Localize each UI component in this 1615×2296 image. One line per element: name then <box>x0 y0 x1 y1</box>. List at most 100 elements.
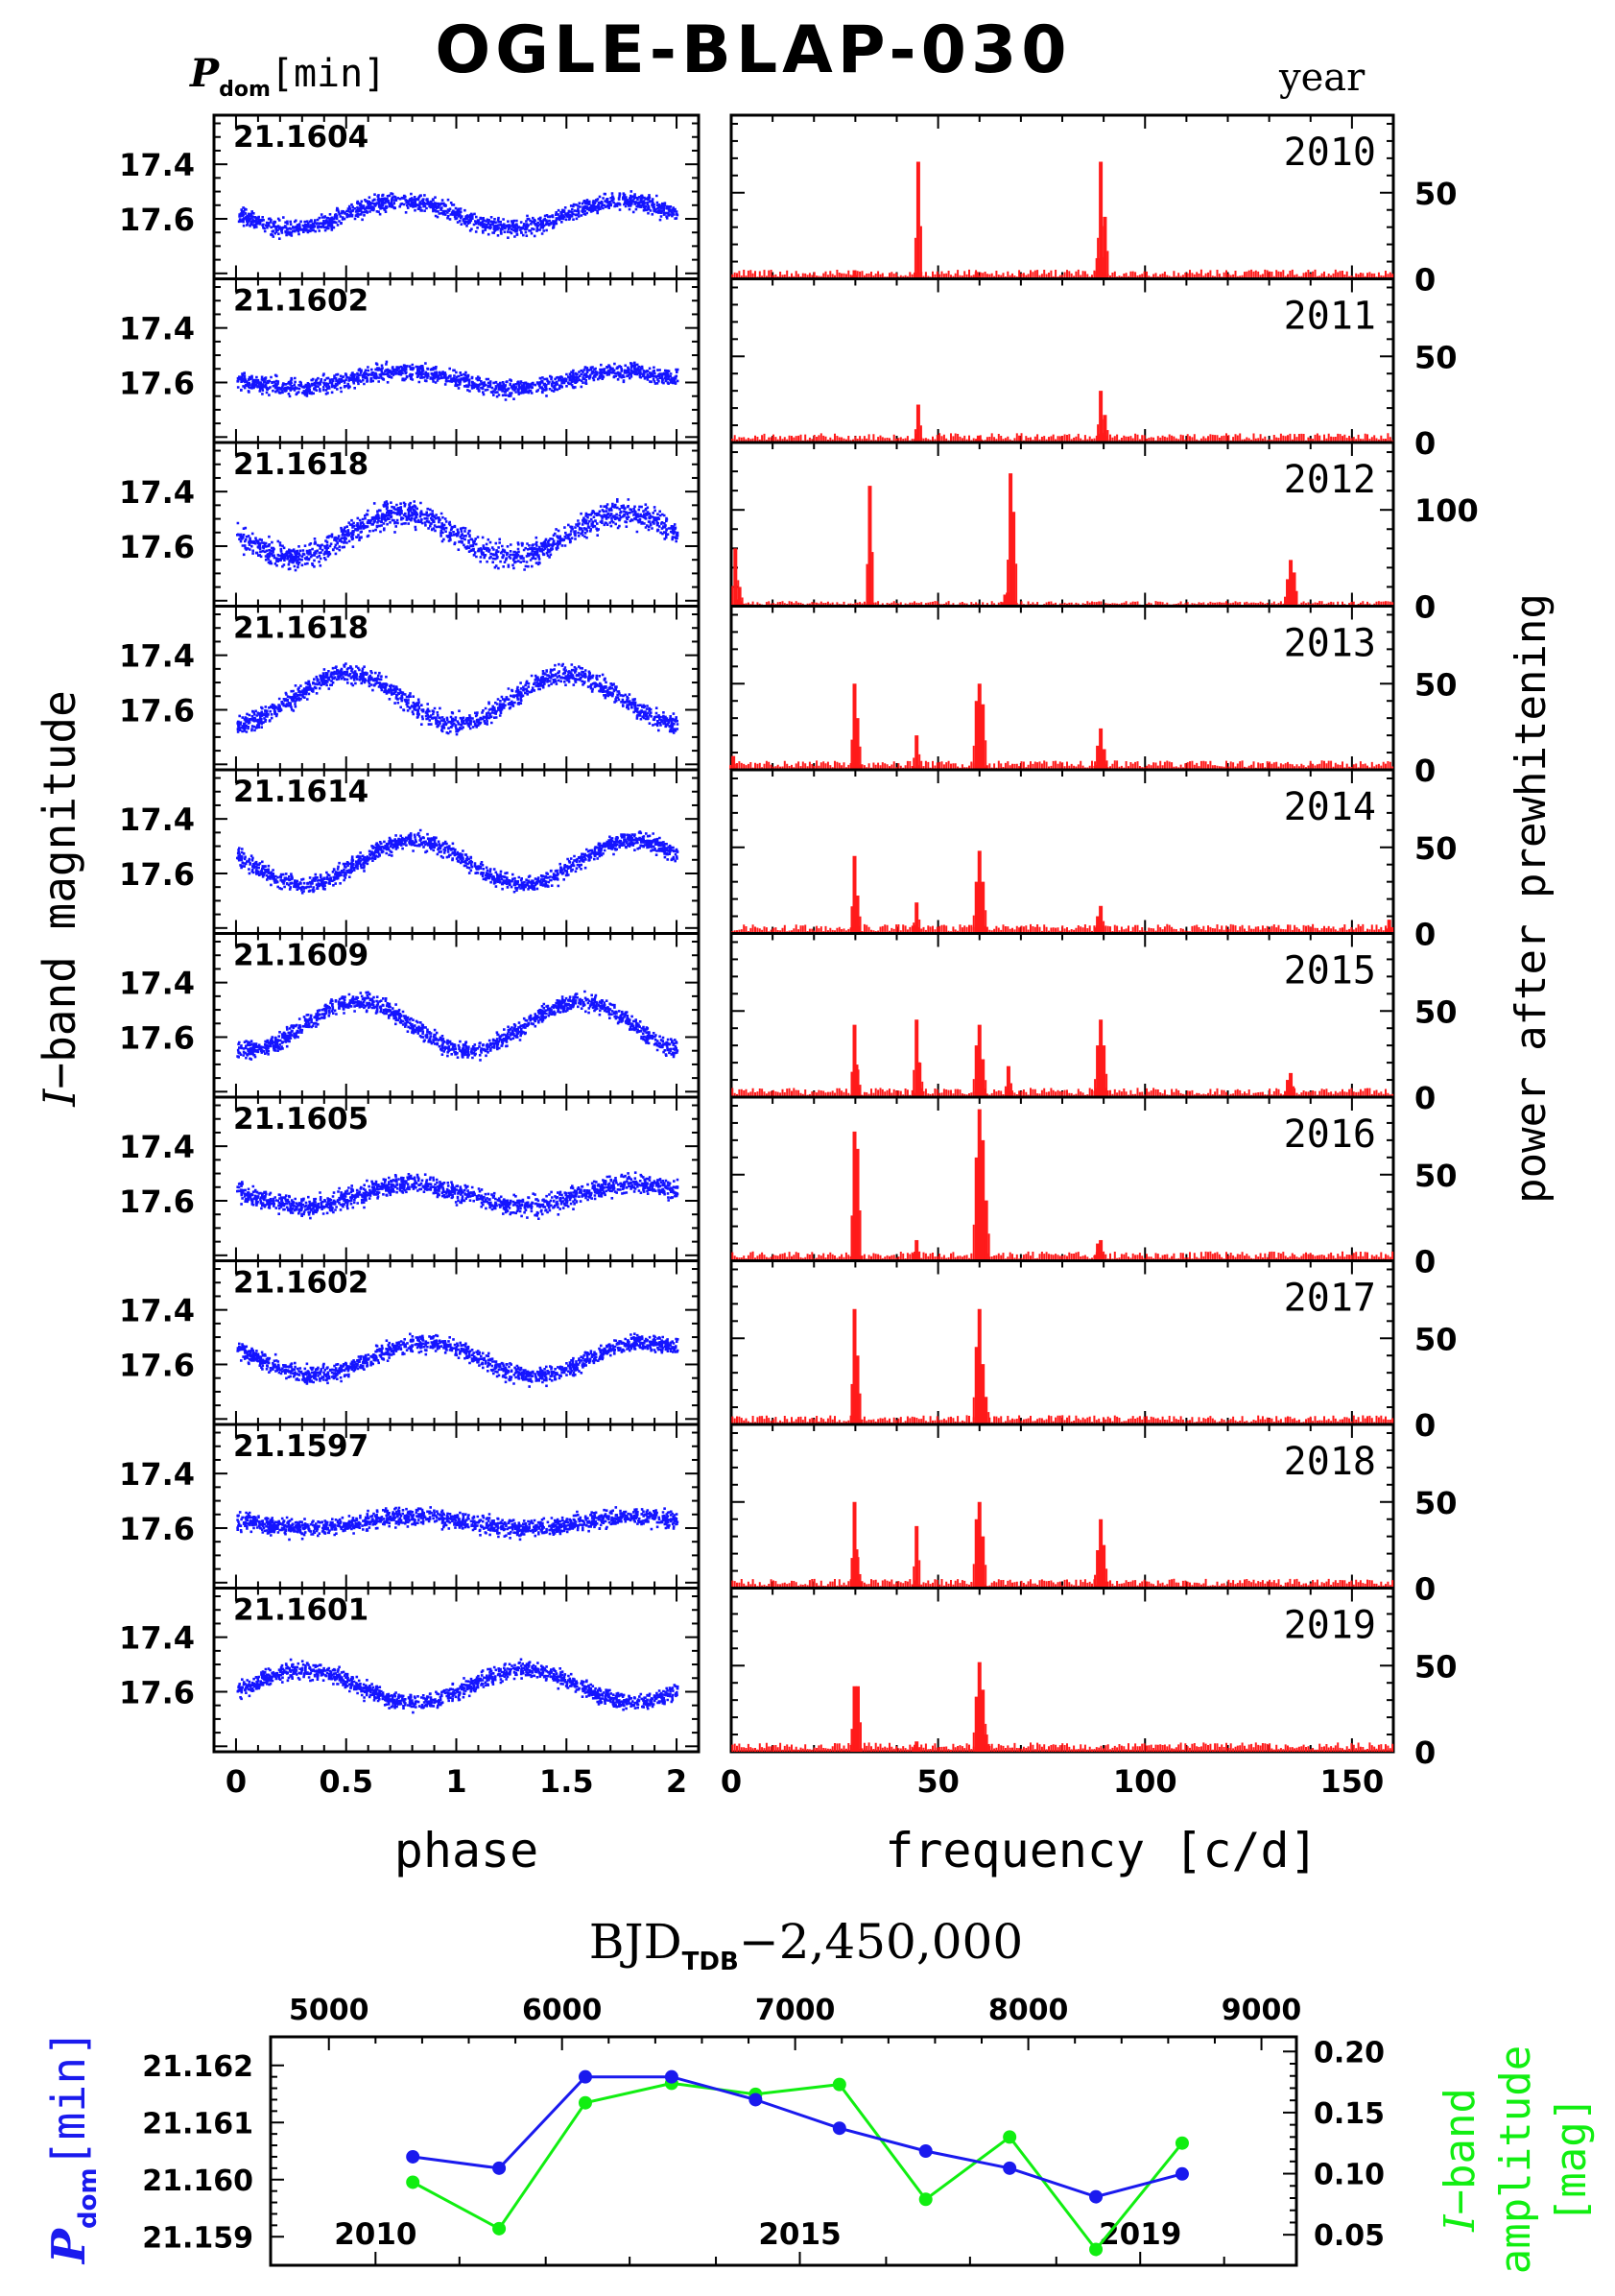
amplitude-series-point <box>406 2175 420 2189</box>
mag-tick-label: 17.6 <box>119 1019 195 1056</box>
bjd-tick-label: 7000 <box>755 1994 836 2027</box>
mag-tick-label: 17.4 <box>119 966 195 1002</box>
lightcurve-ylabel: I−band magnitude <box>34 690 85 1108</box>
bjd-tick-label: 5000 <box>289 1994 369 2027</box>
pdom-unit: [min] <box>271 52 386 96</box>
periodogram-peak <box>1385 920 1393 934</box>
amp-label-line2: amplitude <box>1491 2045 1540 2274</box>
amp-label-italic-i: I <box>1436 2213 1484 2233</box>
lightcurve-panel-2014: 17.4 17.6 21.1614 <box>119 768 701 935</box>
periodogram-peak <box>979 704 987 770</box>
mag-tick-label: 17.4 <box>119 474 195 511</box>
year-label: 2019 <box>1284 1604 1376 1648</box>
amp-tick-label: 0.05 <box>1314 2219 1385 2253</box>
periodogram-noise-2019 <box>731 1742 1394 1752</box>
bjd-main: BJD <box>589 1914 682 1970</box>
ylabel-rest: −band magnitude <box>34 690 85 1088</box>
phase-tick-label: 0 <box>226 1763 247 1800</box>
mag-tick-label: 17.4 <box>119 1129 195 1165</box>
amplitude-series-point <box>492 2221 507 2236</box>
amplitude-series-point <box>578 2095 592 2110</box>
year-axis-label: 2019 <box>1099 2217 1181 2252</box>
power-tick-label: 50 <box>1414 666 1458 703</box>
freq-tick-label: 50 <box>916 1763 960 1800</box>
year-label: 2017 <box>1284 1277 1376 1321</box>
periodogram-peak <box>915 1063 924 1097</box>
amplitude-series-point <box>1175 2136 1189 2150</box>
power-tick-label: 0 <box>1414 753 1436 789</box>
bjd-tick-label: 9000 <box>1222 1994 1302 2027</box>
period-series-point <box>1089 2189 1104 2204</box>
frequency-tick-labels: 0 50 100 150 <box>721 1763 1384 1800</box>
mag-tick-label: 17.4 <box>119 311 195 347</box>
periodogram-peak <box>853 1069 862 1097</box>
periodogram-peak <box>982 1397 990 1424</box>
mag-tick-label: 17.6 <box>119 692 195 729</box>
power-tick-label: 0 <box>1414 1734 1436 1771</box>
power-tick-label: 50 <box>1414 1485 1458 1521</box>
mag-tick-label: 17.6 <box>119 1511 195 1547</box>
amplitude-series-line <box>412 2081 1184 2252</box>
power-tick-label: 0 <box>1414 1571 1436 1608</box>
power-tick-label: 0 <box>1414 425 1436 462</box>
power-tick-label: 0 <box>1414 1244 1436 1280</box>
power-tick-label: 50 <box>1414 993 1458 1030</box>
year-label: 2010 <box>1284 131 1376 175</box>
power-tick-label: 0 <box>1414 1407 1436 1444</box>
period-series-point <box>1003 2161 1017 2175</box>
lightcurve-points-2012 <box>236 498 679 572</box>
periodogram-panel-2015: 0 50 2015 <box>729 932 1458 1116</box>
pdom-left-subscript: dom <box>74 2167 103 2229</box>
power-tick-label: 50 <box>1414 830 1458 867</box>
bjd-tick-label: 6000 <box>522 1994 603 2027</box>
mag-tick-label: 17.6 <box>119 529 195 565</box>
lightcurve-points-2011 <box>236 360 679 401</box>
period-series <box>406 2069 1189 2204</box>
periodogram-panel-2010: 0 50 2010 <box>729 113 1458 299</box>
period-label: 21.1602 <box>233 1266 368 1301</box>
lightcurve-points-2016 <box>236 1171 679 1220</box>
periodogram-peak <box>979 881 987 934</box>
period-label: 21.1618 <box>233 611 368 646</box>
periodogram-peak <box>1004 1065 1012 1097</box>
power-tick-label: 50 <box>1414 1321 1458 1357</box>
periodogram-panel-2017: 0 50 2017 <box>729 1259 1458 1444</box>
amp-tick-label: 0.10 <box>1314 2159 1385 2192</box>
amp-label-line3: [mag] <box>1547 2096 1596 2223</box>
year-column-header: year <box>1278 56 1366 100</box>
amp-tick-label: 0.15 <box>1314 2097 1385 2131</box>
period-label: 21.1609 <box>233 939 368 973</box>
year-label: 2016 <box>1284 1112 1376 1157</box>
mag-tick-label: 17.6 <box>119 1347 195 1383</box>
freq-tick-label: 100 <box>1113 1763 1177 1800</box>
lightcurve-points-2015 <box>236 990 679 1062</box>
periodogram-peak <box>979 1536 987 1589</box>
bjd-sub: TDB <box>682 1948 739 1976</box>
periodogram-noise-2017 <box>731 1415 1394 1424</box>
mag-tick-label: 17.6 <box>119 202 195 238</box>
year-label: 2015 <box>1284 949 1376 993</box>
pdom-left-axis-label: Pdom[min] <box>42 2029 103 2265</box>
year-label: 2014 <box>1284 785 1376 829</box>
period-series-point <box>664 2069 678 2084</box>
mag-tick-label: 17.6 <box>119 365 195 401</box>
bjd-tick-label: 8000 <box>988 1994 1069 2027</box>
lightcurve-panel-2013: 17.4 17.6 21.1618 <box>119 605 701 772</box>
period-label: 21.1604 <box>233 120 368 155</box>
mag-tick-label: 17.6 <box>119 856 195 893</box>
lightcurve-panel-2015: 17.4 17.6 21.1609 <box>119 932 701 1099</box>
amplitude-series-point <box>832 2077 846 2092</box>
year-label: 2012 <box>1284 458 1376 502</box>
period-label: 21.1602 <box>233 284 368 319</box>
periodogram-peak <box>866 486 874 607</box>
year-axis-label: 2015 <box>758 2217 841 2252</box>
period-series-point <box>748 2093 763 2107</box>
amplitude-series-point <box>1003 2130 1017 2144</box>
pdom-tick-label: 21.159 <box>142 2221 253 2255</box>
periodogram-peak <box>853 1686 862 1752</box>
period-label: 21.1614 <box>233 775 368 809</box>
mag-tick-label: 17.6 <box>119 1674 195 1710</box>
period-label: 21.1601 <box>233 1593 368 1628</box>
power-tick-label: 50 <box>1414 1648 1458 1685</box>
phase-tick-label: 2 <box>666 1763 687 1800</box>
